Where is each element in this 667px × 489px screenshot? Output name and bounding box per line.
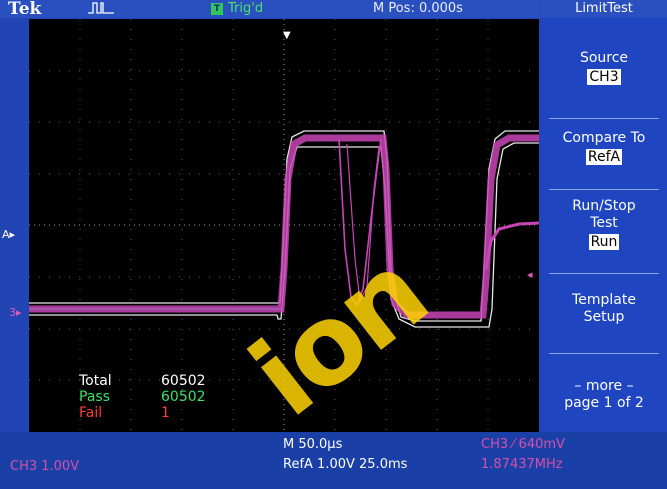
waveform-graticule: Total 60502 Pass 60502 Fail 1 (29, 19, 539, 432)
pass-label: Pass (79, 389, 110, 405)
reference-a-marker: A▸ (2, 228, 16, 241)
compare-value: RefA (585, 149, 623, 165)
side-menu: LimitTest Source CH3 Compare To RefA Run… (541, 0, 667, 432)
source-label: Source (579, 50, 629, 66)
run-stop-menu-button[interactable]: Run/Stop Test Run (541, 198, 667, 251)
total-label: Total (79, 373, 112, 389)
trigger-flag-icon: T (211, 3, 223, 15)
fail-label: Fail (79, 405, 103, 421)
channel-3-marker: 3▸ (9, 306, 22, 319)
trigger-readout: CH3 ⁄ 640mV (481, 437, 565, 452)
page-indicator: page 1 of 2 (564, 395, 644, 411)
reference-a-readout: RefA 1.00V 25.0ms (283, 457, 408, 472)
pulse-waveform-icon (88, 1, 114, 19)
menu-title: LimitTest (541, 0, 667, 18)
horizontal-position-readout: M Pos: 0.000s (373, 1, 463, 16)
source-value: CH3 (587, 69, 621, 85)
total-value: 60502 (161, 373, 206, 389)
runstop-label-line1: Run/Stop (572, 198, 636, 214)
more-label: – more – (574, 378, 634, 394)
trigger-position-marker: ▼ (283, 30, 291, 41)
compare-to-menu-button[interactable]: Compare To RefA (541, 130, 667, 166)
menu-divider (549, 353, 659, 354)
top-status-bar: Tek T Trig'd M Pos: 0.000s (0, 0, 540, 19)
bottom-status-bar: CH3 1.00V M 50.0μs RefA 1.00V 25.0ms CH3… (0, 432, 667, 489)
template-setup-menu-button[interactable]: Template Setup (541, 292, 667, 326)
runstop-label-line2: Test (590, 215, 618, 231)
frequency-readout: 1.87437MHz (481, 457, 563, 472)
fail-value: 1 (161, 405, 170, 421)
template-label-line1: Template (572, 292, 636, 308)
template-label-line2: Setup (583, 309, 625, 325)
ch3-vertical-scale: CH3 1.00V (10, 459, 80, 474)
brand-logo: Tek (8, 0, 42, 19)
more-menu-button[interactable]: – more – page 1 of 2 (541, 378, 667, 412)
trigger-level-marker: ◂ (527, 268, 533, 281)
runstop-value: Run (588, 234, 620, 250)
compare-label: Compare To (562, 130, 646, 146)
pass-value: 60502 (161, 389, 206, 405)
trigger-status: Trig'd (228, 1, 264, 16)
menu-divider (549, 189, 659, 190)
source-menu-button[interactable]: Source CH3 (541, 50, 667, 86)
timebase-readout: M 50.0μs (283, 437, 343, 452)
ch3-waveform (29, 134, 539, 319)
menu-divider (549, 273, 659, 274)
graticule-svg (29, 19, 539, 432)
menu-divider (549, 118, 659, 119)
